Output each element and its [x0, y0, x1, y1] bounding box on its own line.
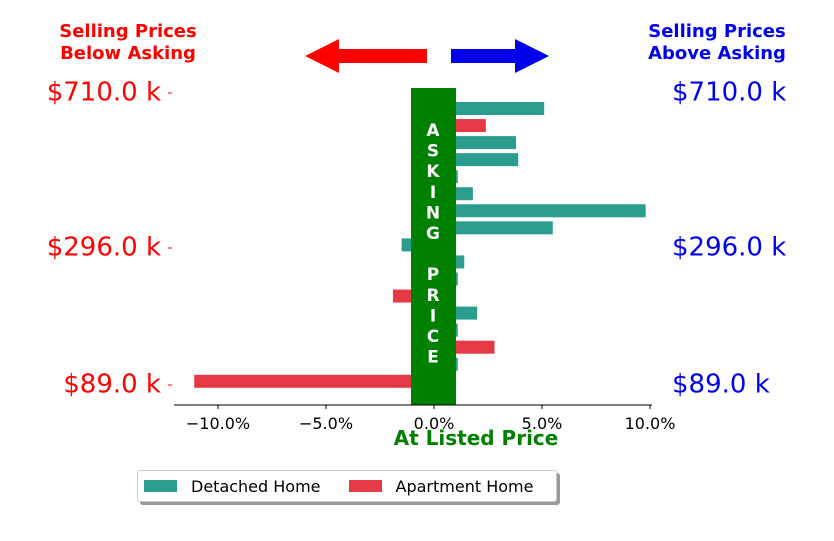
- legend-swatch-detached: [144, 480, 177, 492]
- asking-price-letter-4: N: [426, 203, 440, 223]
- asking-price-letter-3: I: [430, 183, 436, 203]
- legend-item-detached: Detached Home: [144, 477, 321, 496]
- below-asking-heading-line-1: Selling Prices: [59, 21, 197, 42]
- above-asking-heading-line-2: Above Asking: [648, 43, 786, 64]
- asking-price-letter-0: A: [426, 121, 440, 141]
- asking-price-letter-5: G: [426, 224, 440, 244]
- above-asking-heading: Selling Prices Above Asking: [617, 21, 817, 65]
- legend-label-detached: Detached Home: [191, 476, 321, 496]
- apartment-bar-16: [194, 374, 434, 388]
- x-tick-label-2: 0.0%: [414, 414, 455, 433]
- legend: Detached Home Apartment Home: [137, 470, 557, 502]
- x-tick-label-0: −10.0%: [186, 414, 250, 433]
- legend-swatch-apartment: [348, 480, 382, 492]
- right-y-label-1: $296.0 k: [672, 233, 786, 263]
- legend-label-apartment: Apartment Home: [395, 476, 534, 496]
- left-y-label-1: $296.0 k: [47, 233, 161, 263]
- left-y-label-2: $89.0 k: [63, 370, 161, 400]
- asking-price-letter-10: C: [427, 327, 439, 347]
- below-asking-heading-line-2: Below Asking: [60, 43, 196, 64]
- right-y-label-2: $89.0 k: [672, 370, 770, 400]
- below-asking-heading: Selling Prices Below Asking: [28, 21, 228, 65]
- right-y-label-0: $710.0 k: [672, 78, 786, 108]
- asking-price-letter-11: E: [427, 348, 439, 368]
- right-arrow-icon: [451, 39, 549, 73]
- detached-bar-0: [434, 102, 545, 115]
- detached-bar-7: [434, 221, 553, 235]
- x-tick-label-3: 5.0%: [522, 414, 563, 433]
- left-y-label-0: $710.0 k: [47, 78, 161, 108]
- asking-price-letter-1: S: [427, 142, 439, 162]
- asking-price-band: [411, 88, 456, 405]
- detached-bar-6: [434, 204, 646, 218]
- legend-item-apartment: Apartment Home: [348, 476, 534, 496]
- above-asking-heading-line-1: Selling Prices: [648, 21, 786, 42]
- x-axis-label: At Listed Price: [394, 426, 559, 450]
- x-tick-label-1: −5.0%: [299, 414, 353, 433]
- asking-price-letter-7: P: [427, 265, 439, 285]
- asking-price-letter-8: R: [426, 286, 439, 306]
- asking-price-letter-9: I: [430, 306, 436, 326]
- left-arrow-icon: [305, 39, 427, 73]
- x-tick-label-4: 10.0%: [625, 414, 676, 433]
- asking-price-letter-2: K: [426, 162, 440, 182]
